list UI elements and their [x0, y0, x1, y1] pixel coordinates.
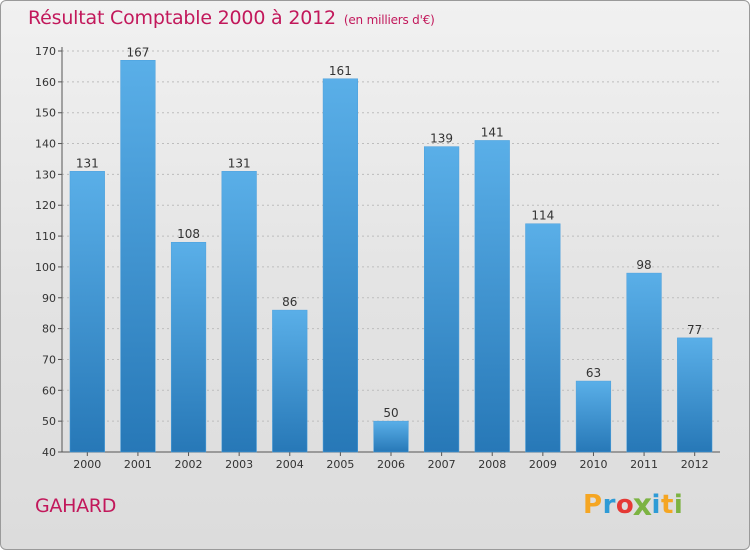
- x-tick-label: 2009: [529, 458, 557, 471]
- bar-2009: [525, 223, 561, 453]
- bar-2010: [575, 380, 612, 453]
- y-tick-label: 60: [42, 384, 56, 397]
- logo-letter: P: [583, 490, 603, 520]
- data-label-2005: 161: [329, 64, 352, 78]
- data-label-2012: 77: [687, 323, 702, 337]
- y-tick-label: 40: [42, 446, 56, 459]
- bar-2002: [170, 241, 207, 453]
- y-tick-label: 100: [35, 261, 56, 274]
- data-label-2000: 131: [76, 156, 99, 170]
- data-label-2003: 131: [228, 156, 251, 170]
- logo-letter: r: [602, 490, 616, 520]
- y-tick-label: 130: [35, 168, 56, 181]
- y-tick-labels: 40 50 60 70 80 90 100 110 120 130 140 150 160 170: [35, 45, 56, 459]
- data-label-2002: 108: [177, 227, 200, 241]
- x-tick-label: 2006: [377, 458, 405, 471]
- y-tick-label: 110: [35, 230, 56, 243]
- y-tick-label: 150: [35, 107, 56, 120]
- x-tick-label: 2003: [225, 458, 253, 471]
- data-label-2007: 139: [430, 132, 453, 146]
- city-name: GAHARD: [35, 495, 117, 517]
- data-label-2011: 98: [636, 258, 651, 272]
- data-labels: 131 167 108 131 86 161 50 139 141 114 63 98 77: [76, 45, 702, 420]
- x-tick-label: 2001: [124, 458, 152, 471]
- axes: [58, 47, 720, 456]
- x-tick-label: 2011: [630, 458, 658, 471]
- x-tick-label: 2004: [276, 458, 304, 471]
- y-tick-label: 120: [35, 199, 56, 212]
- x-tick-label: 2012: [681, 458, 709, 471]
- logo-letter: i: [673, 490, 684, 520]
- bar-2011: [626, 272, 662, 453]
- y-tick-label: 50: [42, 415, 56, 428]
- logo-letter: o: [615, 490, 635, 520]
- chart-subtitle: (en milliers d'€): [343, 13, 435, 27]
- bar-2003: [221, 171, 257, 453]
- bar-2004: [272, 309, 308, 453]
- bar-2008: [474, 140, 510, 453]
- data-label-2004: 86: [282, 295, 297, 309]
- x-tick-label: 2010: [579, 458, 607, 471]
- bar-2005: [322, 78, 358, 453]
- data-label-2010: 63: [586, 366, 601, 380]
- logo-letter: i: [651, 490, 661, 520]
- y-tick-label: 90: [42, 292, 56, 305]
- chart-title: Résultat Comptable 2000 à 2012 (en millie…: [28, 7, 435, 29]
- logo-letter: t: [660, 490, 674, 520]
- data-label-2009: 114: [531, 209, 554, 223]
- bar-2012: [677, 337, 713, 453]
- x-tick-labels: 2000 2001 2002 2003 2004 2005 2006 2007 2008 2009…: [73, 458, 708, 471]
- logo-letter: x: [632, 488, 653, 524]
- x-tick-label: 2000: [73, 458, 101, 471]
- y-tick-label: 140: [35, 138, 56, 151]
- bar-2001: [120, 60, 156, 453]
- x-tick-label: 2007: [428, 458, 456, 471]
- y-tick-label: 80: [42, 323, 56, 336]
- chart-title-text: Résultat Comptable 2000 à 2012: [28, 7, 336, 29]
- grid-lines: [62, 50, 720, 422]
- data-label-2008: 141: [481, 125, 504, 139]
- data-label-2001: 167: [126, 45, 149, 59]
- bar-2000: [69, 171, 105, 453]
- x-tick-label: 2002: [175, 458, 203, 471]
- proxiti-logo: Proxiti: [583, 489, 684, 524]
- bars: [69, 60, 713, 453]
- data-label-2006: 50: [383, 406, 398, 420]
- x-tick-label: 2005: [326, 458, 354, 471]
- y-tick-label: 160: [35, 76, 56, 89]
- x-tick-label: 2008: [478, 458, 506, 471]
- bar-2007: [424, 146, 460, 453]
- y-tick-label: 70: [42, 353, 56, 366]
- y-tick-label: 170: [35, 45, 56, 58]
- bar-2006: [373, 420, 409, 453]
